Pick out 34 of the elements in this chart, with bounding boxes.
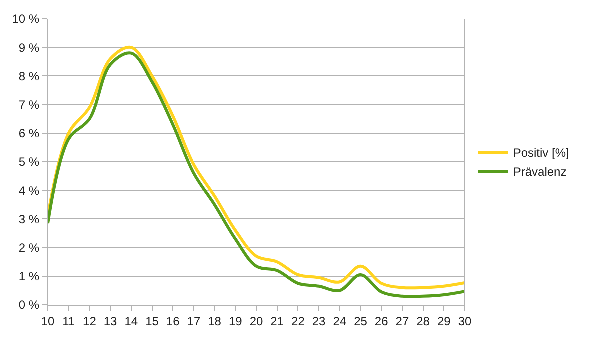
y-tick-label: 1 % — [18, 270, 40, 284]
x-tick-label: 25 — [354, 314, 368, 328]
legend-label: Positiv [%] — [513, 146, 570, 160]
x-tick-label: 10 — [41, 314, 55, 328]
y-tick-label: 5 % — [18, 155, 40, 170]
legend-label: Prävalenz — [513, 165, 567, 180]
x-tick-label: 20 — [250, 314, 264, 328]
x-tick-label: 13 — [104, 314, 118, 328]
x-tick-label: 28 — [416, 314, 430, 328]
x-tick-label: 23 — [312, 314, 326, 328]
y-tick-label: 7 % — [18, 98, 40, 112]
x-tick-label: 14 — [124, 314, 138, 328]
y-tick-label: 3 % — [18, 212, 40, 226]
x-tick-label: 16 — [166, 314, 180, 328]
x-tick-label: 18 — [208, 314, 222, 328]
y-tick-label: 4 % — [18, 184, 40, 198]
x-tick-label: 30 — [458, 314, 472, 328]
y-tick-label: 6 % — [18, 126, 40, 141]
x-tick-label: 17 — [187, 314, 201, 328]
x-tick-label: 26 — [374, 314, 389, 328]
y-tick-label: 9 % — [18, 40, 40, 55]
x-tick-label: 19 — [228, 314, 243, 328]
x-tick-label: 15 — [146, 314, 160, 328]
x-tick-label: 12 — [83, 314, 97, 328]
x-tick-label: 29 — [437, 314, 452, 328]
x-tick-label: 27 — [396, 314, 410, 328]
x-tick-label: 11 — [62, 314, 76, 328]
y-tick-label: 10 % — [12, 12, 40, 26]
x-tick-label: 22 — [292, 314, 306, 328]
y-tick-label: 2 % — [18, 241, 40, 255]
y-tick-label: 8 % — [18, 69, 40, 84]
x-tick-label: 21 — [270, 314, 284, 328]
y-tick-label: 0 % — [18, 298, 40, 312]
x-tick-label: 24 — [333, 314, 347, 328]
